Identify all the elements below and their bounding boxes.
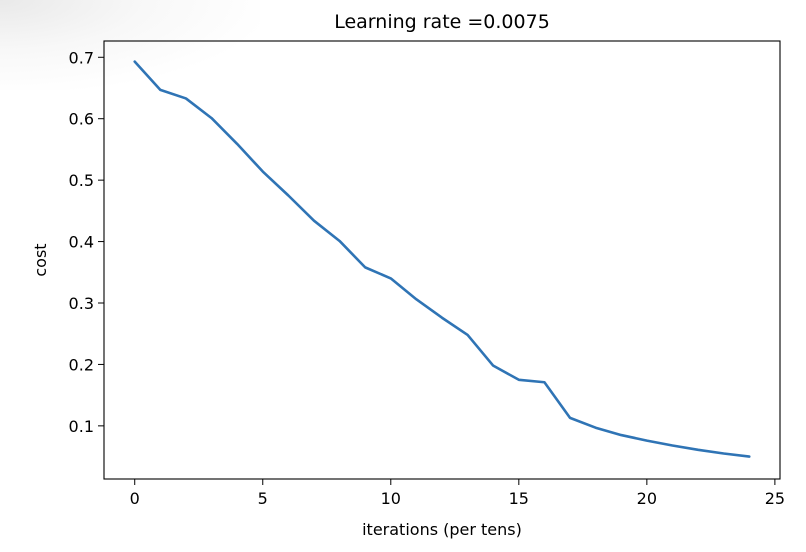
x-tick-label: 10 bbox=[381, 489, 401, 508]
y-tick-label: 0.1 bbox=[69, 417, 94, 436]
y-axis-label: cost bbox=[31, 243, 50, 276]
cost-series-line bbox=[133, 60, 751, 458]
x-axis-ticks: 0 5 10 15 20 25 bbox=[130, 479, 785, 508]
x-tick-label: 0 bbox=[130, 489, 140, 508]
x-tick-label: 5 bbox=[258, 489, 268, 508]
y-tick-label: 0.3 bbox=[69, 294, 94, 313]
x-tick-label: 25 bbox=[765, 489, 785, 508]
y-tick-label: 0.6 bbox=[69, 110, 94, 129]
y-axis-ticks: 0.1 0.2 0.3 0.4 0.5 0.6 0.7 bbox=[69, 48, 104, 436]
x-tick-label: 20 bbox=[637, 489, 657, 508]
y-tick-label: 0.2 bbox=[69, 355, 94, 374]
x-tick-label: 15 bbox=[509, 489, 529, 508]
series-layer bbox=[133, 60, 751, 458]
y-tick-label: 0.5 bbox=[69, 171, 94, 190]
plot-frame bbox=[103, 40, 781, 480]
y-tick-label: 0.7 bbox=[69, 48, 94, 67]
x-axis-label: iterations (per tens) bbox=[362, 520, 522, 539]
y-tick-label: 0.4 bbox=[69, 233, 94, 252]
chart-title: Learning rate =0.0075 bbox=[334, 11, 550, 33]
